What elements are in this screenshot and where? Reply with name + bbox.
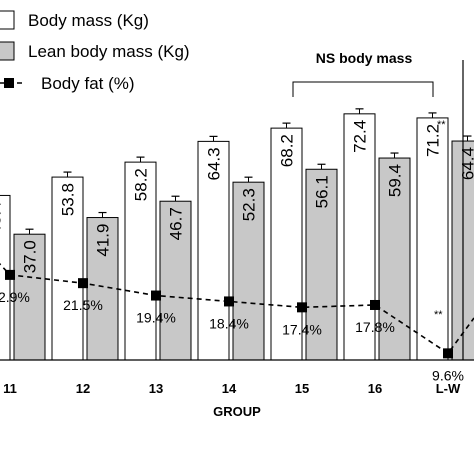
- legend-marker-body-fat: [4, 78, 14, 88]
- body-fat-point: [224, 296, 234, 307]
- lean-mass-bar: [159, 200, 192, 361]
- body-fat-point: [370, 299, 380, 310]
- lean-mass-bar: [86, 217, 119, 361]
- lean-mass-bar: [232, 181, 265, 361]
- legend-swatch-lean-mass: [0, 41, 15, 61]
- lean-mass-value-label: 52.3: [240, 188, 259, 221]
- legend-label-lean-mass: Lean body mass (Kg): [28, 42, 190, 61]
- body-fat-point: [443, 348, 453, 359]
- body-fat-significance-mark: **: [434, 309, 443, 321]
- lean-mass-bar: [305, 168, 338, 361]
- x-tick-label: 14: [222, 381, 237, 396]
- legend: Body mass (Kg) Lean body mass (Kg) Body …: [0, 10, 190, 93]
- body-mass-bar: [270, 127, 303, 361]
- body-mass-bar: [416, 117, 449, 361]
- legend-label-body-fat: Body fat (%): [41, 74, 135, 93]
- x-tick-label: L-W: [436, 381, 461, 396]
- body-mass-value-label: 71.2: [424, 124, 443, 157]
- x-tick-label: 13: [149, 381, 163, 396]
- body-fat-value-label: 22.9%: [0, 289, 30, 305]
- body-mass-value-label: 48.4: [0, 201, 5, 234]
- lean-mass-value-label: 56.1: [313, 175, 332, 208]
- body-fat-value-label: 9.6%: [432, 367, 464, 383]
- ns-bracket-label: NS body mass: [316, 50, 413, 66]
- ns-bracket-line: [292, 81, 434, 97]
- body-mass-value-label: 68.2: [278, 134, 297, 167]
- lean-mass-value-label: 64.4: [459, 147, 474, 180]
- fat-line-layer: 22.9% 21.5% 19.4% 18.4% 17.4% 17.8% 9.6%: [0, 262, 474, 383]
- lean-mass-value-label: 37.0: [21, 240, 40, 273]
- body-fat-value-label: 17.8%: [355, 319, 395, 335]
- body-fat-point: [297, 302, 307, 313]
- legend-label-body-mass: Body mass (Kg): [28, 11, 149, 30]
- body-fat-value-label: 17.4%: [282, 321, 322, 337]
- body-mass-bar: [51, 176, 84, 361]
- body-mass-value-label: 72.4: [351, 120, 370, 153]
- ns-bracket: NS body mass: [292, 50, 434, 97]
- annotation-layer: ** **: [434, 119, 446, 321]
- body-fat-point: [151, 290, 161, 301]
- bars-layer: 48.4 37.0 53.8 41.9 58.2 46.7 64.3 52.3 68.2 56.1…: [0, 108, 474, 361]
- x-tick-label: 16: [368, 381, 382, 396]
- legend-swatch-body-mass: [0, 10, 15, 30]
- body-fat-line: [0, 262, 474, 355]
- lean-mass-value-label: 46.7: [167, 207, 186, 240]
- body-mass-value-label: 58.2: [132, 168, 151, 201]
- body-fat-value-label: 21.5%: [63, 297, 103, 313]
- body-fat-point: [5, 269, 15, 280]
- body-mass-value-label: 64.3: [205, 147, 224, 180]
- x-tick-label: 15: [295, 381, 309, 396]
- body-fat-value-label: 19.4%: [136, 310, 176, 326]
- lean-mass-value-label: 41.9: [94, 224, 113, 257]
- x-tick-label: 12: [76, 381, 90, 396]
- lean-mass-bar: [378, 157, 411, 361]
- axis-layer: GROUP 11 12 13 14 15 16 L-W: [0, 60, 474, 419]
- body-fat-value-label: 18.4%: [209, 315, 249, 331]
- body-mass-value-label: 53.8: [59, 183, 78, 216]
- lean-mass-value-label: 59.4: [386, 164, 405, 197]
- x-tick-label: 11: [3, 381, 17, 396]
- body-fat-point: [78, 278, 88, 289]
- lean-mass-significance-mark: **: [437, 119, 446, 131]
- x-axis-title: GROUP: [213, 404, 261, 419]
